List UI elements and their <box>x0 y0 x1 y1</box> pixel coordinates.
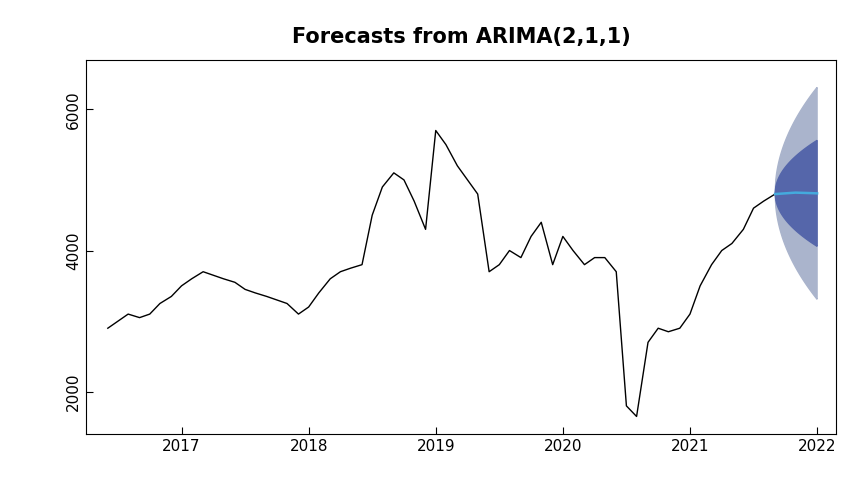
Title: Forecasts from ARIMA(2,1,1): Forecasts from ARIMA(2,1,1) <box>292 27 629 47</box>
Polygon shape <box>774 140 816 247</box>
Polygon shape <box>774 87 816 299</box>
